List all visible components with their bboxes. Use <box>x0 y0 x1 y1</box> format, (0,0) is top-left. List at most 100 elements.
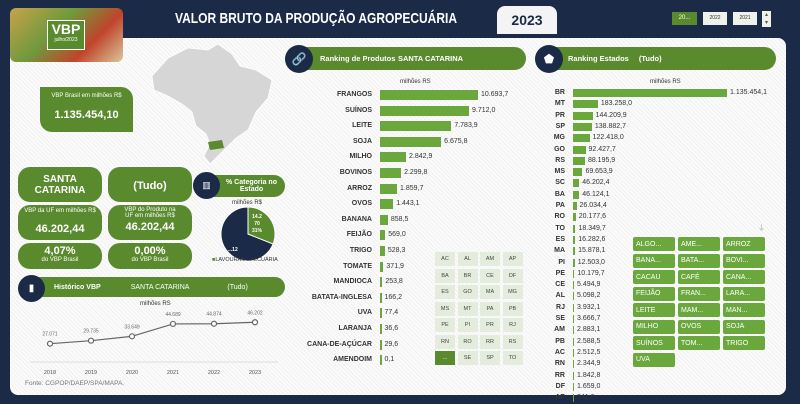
product-button[interactable]: ARROZ <box>723 237 765 251</box>
state-bar[interactable] <box>573 258 575 267</box>
state-button-rr[interactable]: RR <box>480 334 500 349</box>
state-button-mg[interactable]: MG <box>502 285 523 299</box>
data-point[interactable] <box>128 333 136 340</box>
pie-slice-pecuaria[interactable] <box>220 206 274 262</box>
product-button[interactable]: TOM... <box>678 336 720 350</box>
product-bar[interactable] <box>380 199 394 210</box>
state-button-es[interactable]: ES <box>435 285 455 299</box>
state-bar[interactable] <box>573 145 586 154</box>
product-button[interactable]: LEITE <box>633 303 675 317</box>
product-button[interactable]: FEIJÃO <box>633 286 675 301</box>
state-button-ma[interactable]: MA <box>480 285 500 299</box>
data-point[interactable] <box>251 319 259 326</box>
state-button-ba[interactable]: BA <box>435 268 455 283</box>
state-button-rn[interactable]: RN <box>435 334 455 349</box>
state-button-rs[interactable]: RS <box>502 334 523 349</box>
product-button[interactable]: LARA... <box>723 286 765 301</box>
product-bar[interactable] <box>380 324 382 334</box>
product-bar[interactable] <box>380 105 469 116</box>
year-scroll-spinner[interactable]: ▴ ▾ <box>762 11 771 27</box>
state-bar[interactable] <box>573 394 574 403</box>
product-button[interactable]: CAFÉ <box>678 270 720 284</box>
year-button-2023[interactable]: 20... <box>672 12 697 25</box>
state-bar[interactable] <box>573 202 577 210</box>
state-button-pe[interactable]: PE <box>435 318 455 332</box>
product-bar[interactable] <box>380 168 402 178</box>
product-button[interactable]: SUÍNOS <box>633 336 675 350</box>
state-button-rj[interactable]: RJ <box>502 318 523 332</box>
product-bar[interactable] <box>380 136 442 147</box>
product-button[interactable]: BATA... <box>678 253 720 268</box>
state-button-sp[interactable]: SP <box>480 351 500 365</box>
state-button-ap[interactable]: AP <box>502 252 523 266</box>
year-button-2021[interactable]: 2021 <box>733 12 757 25</box>
state-button-other[interactable]: ... <box>435 351 455 365</box>
product-button[interactable]: MAN... <box>723 303 765 317</box>
product-selector-card[interactable]: (Tudo) <box>108 167 192 202</box>
state-bar[interactable] <box>573 269 575 278</box>
state-bar[interactable] <box>573 213 576 222</box>
product-bar[interactable] <box>380 121 452 132</box>
product-button[interactable]: AME... <box>678 237 720 251</box>
state-bar[interactable] <box>573 111 593 120</box>
product-bar[interactable] <box>380 90 478 100</box>
product-button[interactable]: OVOS <box>678 319 720 334</box>
product-button[interactable]: FRAN... <box>678 286 720 301</box>
product-button[interactable]: CACAU <box>633 270 675 284</box>
brazil-map[interactable] <box>148 40 278 165</box>
state-bar[interactable] <box>573 89 727 97</box>
state-button-pa[interactable]: PA <box>480 301 500 316</box>
santa-catarina-highlight[interactable] <box>208 140 224 150</box>
product-button[interactable]: CANA... <box>723 270 765 284</box>
state-button-al[interactable]: AL <box>457 252 478 266</box>
product-bar[interactable] <box>380 152 407 163</box>
product-bar[interactable] <box>380 214 388 225</box>
historico-line-chart[interactable]: 27.071 2018 29.735 2019 33.649 2020 44.689 2021… <box>20 308 285 376</box>
state-bar[interactable] <box>573 179 580 188</box>
state-bar[interactable] <box>573 382 574 391</box>
state-bar[interactable] <box>573 303 574 312</box>
state-bar[interactable] <box>573 168 583 177</box>
state-button-mt[interactable]: MT <box>457 301 478 316</box>
state-bar[interactable] <box>573 348 574 357</box>
pie-slice-lavouras[interactable] <box>247 206 276 245</box>
state-bar[interactable] <box>573 122 592 131</box>
data-point[interactable] <box>46 340 54 347</box>
state-bar[interactable] <box>573 337 574 346</box>
product-button[interactable]: BOVI... <box>723 253 765 268</box>
product-button[interactable]: ALGO... <box>633 237 675 251</box>
product-bar[interactable] <box>380 355 382 366</box>
data-point[interactable] <box>210 320 218 327</box>
product-button[interactable]: BANA... <box>633 253 675 268</box>
state-bar[interactable] <box>573 360 574 369</box>
state-button-pr[interactable]: PR <box>480 318 500 332</box>
product-bar[interactable] <box>380 277 383 288</box>
state-button-ms[interactable]: MS <box>435 301 455 316</box>
state-bar[interactable] <box>573 326 574 335</box>
data-point[interactable] <box>87 337 95 344</box>
state-selector-card[interactable]: SANTA CATARINA <box>18 167 102 202</box>
state-bar[interactable] <box>573 100 598 109</box>
state-button-df[interactable]: DF <box>502 268 523 283</box>
state-bar[interactable] <box>573 190 580 199</box>
state-bar[interactable] <box>573 224 576 233</box>
state-button-br[interactable]: BR <box>457 268 478 283</box>
legend-lavouras[interactable]: ■LAVOURAS <box>212 257 245 263</box>
state-bar[interactable] <box>573 235 576 244</box>
state-button-pb[interactable]: PB <box>502 301 523 316</box>
product-bar[interactable] <box>380 246 385 256</box>
product-button[interactable]: MILHO <box>633 319 675 334</box>
product-bar[interactable] <box>380 261 384 272</box>
product-bar[interactable] <box>380 308 382 319</box>
state-bar[interactable] <box>573 315 574 323</box>
state-button-am[interactable]: AM <box>480 252 500 266</box>
state-bar[interactable] <box>573 292 574 301</box>
product-bar[interactable] <box>380 339 382 350</box>
product-button[interactable]: UVA <box>633 352 675 367</box>
categoria-pie-chart[interactable] <box>220 206 276 262</box>
data-point[interactable] <box>169 320 177 328</box>
product-button[interactable]: MAM... <box>678 303 720 317</box>
state-button-ac[interactable]: AC <box>435 252 455 266</box>
state-bar[interactable] <box>573 371 574 380</box>
legend-pecuaria[interactable]: ■PECUÁRIA <box>246 257 278 263</box>
